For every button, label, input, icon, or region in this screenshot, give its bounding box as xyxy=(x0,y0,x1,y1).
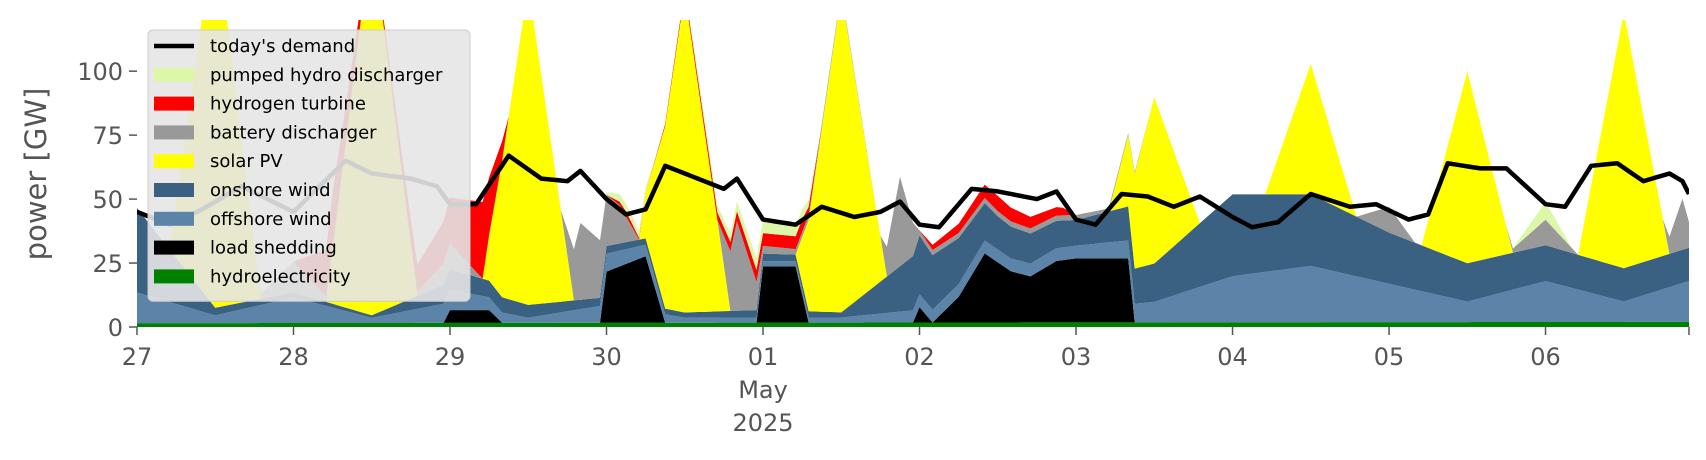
legend-swatch-pumped-hydro-discharger xyxy=(154,67,194,82)
x-tick-label: 27 xyxy=(122,343,153,371)
x-tick-label: 30 xyxy=(591,343,622,371)
x-tick-label: 02 xyxy=(904,343,935,371)
x-tick-month-label: May xyxy=(738,376,788,404)
legend-swatch-load-shedding xyxy=(154,240,194,255)
y-tick-label: 0 xyxy=(108,314,123,342)
x-tick-label: 03 xyxy=(1061,343,1092,371)
legend-label-onshore-wind: onshore wind xyxy=(210,180,331,201)
legend-label-today-s-demand: today's demand xyxy=(210,36,355,57)
x-tick-label: 04 xyxy=(1217,343,1248,371)
legend-swatch-hydroelectricity xyxy=(154,269,194,284)
legend-label-solar-pv: solar PV xyxy=(210,151,283,172)
x-tick-label: 06 xyxy=(1530,343,1561,371)
legend-label-hydrogen-turbine: hydrogen turbine xyxy=(210,94,366,115)
legend-label-hydroelectricity: hydroelectricity xyxy=(210,266,351,287)
area-onshore-wind xyxy=(137,194,1689,318)
legend-background xyxy=(147,29,471,302)
legend: today's demand pumped hydro discharger hyd… xyxy=(147,29,471,302)
legend-swatch-onshore-wind xyxy=(154,183,194,197)
legend-label-pumped-hydro-discharger: pumped hydro discharger xyxy=(210,65,443,86)
area-hydroelectricity xyxy=(137,321,1689,327)
x-tick-label: 05 xyxy=(1374,343,1405,371)
y-tick-label: 75 xyxy=(92,122,123,150)
y-tick-label: 100 xyxy=(77,58,123,86)
legend-swatch-battery-discharger xyxy=(154,125,194,140)
legend-label-battery-discharger: battery discharger xyxy=(210,122,377,143)
x-tick-year-label: 2025 xyxy=(732,409,793,437)
legend-swatch-offshore-wind xyxy=(154,211,194,226)
y-tick-label: 50 xyxy=(92,186,123,214)
legend-swatch-solar-pv xyxy=(154,154,194,169)
legend-swatch-hydrogen-turbine xyxy=(154,96,194,111)
legend-label-offshore-wind: offshore wind xyxy=(210,209,332,230)
x-tick-label: 28 xyxy=(278,343,309,371)
x-tick-label: 01 xyxy=(748,343,779,371)
y-tick-label: 25 xyxy=(92,250,123,278)
area-offshore-wind xyxy=(137,240,1689,324)
axes: 0 25 50 75 100 27 28 29 30 01 02 03 04 05 06 May 2025 xyxy=(77,58,1690,437)
legend-label-load-shedding: load shedding xyxy=(210,238,337,259)
y-axis-label: power [GW] xyxy=(19,88,53,261)
area-solar-pv xyxy=(137,20,1689,316)
x-tick-label: 29 xyxy=(435,343,466,371)
